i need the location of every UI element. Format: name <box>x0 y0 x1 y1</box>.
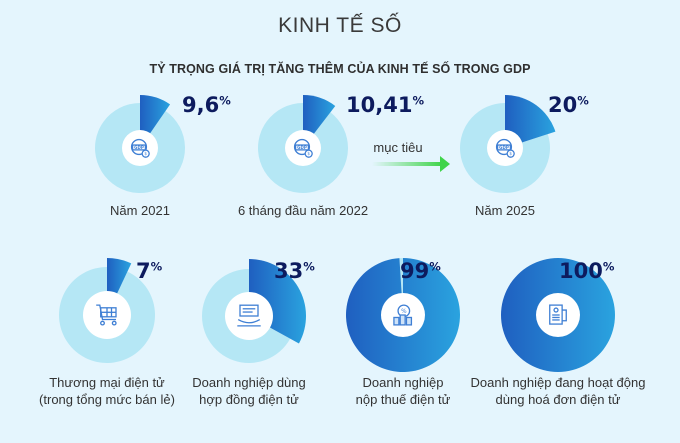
dollar-sign: $ <box>509 151 512 156</box>
caption: Năm 2021 <box>110 203 170 218</box>
gdp-globe-icon: GDP$ <box>130 138 150 158</box>
percent-unit: % <box>577 94 589 108</box>
value-label: 100% <box>559 259 615 283</box>
dollar-coin <box>141 149 150 158</box>
donut-chart: 33% Doanh nghiệp dùng hợp đồng điện tử <box>192 259 315 407</box>
page-subtitle: TỶ TRỌNG GIÁ TRỊ TĂNG THÊM CỦA KINH TẾ S… <box>149 62 531 76</box>
percent-unit: % <box>429 260 441 274</box>
caption: Năm 2025 <box>475 203 535 218</box>
caption-line: Thương mại điện tử <box>49 375 165 390</box>
donut-chart: GDP$20%Năm 2025 <box>459 93 589 218</box>
globe-outline <box>495 138 513 156</box>
cart-wheel <box>100 320 105 326</box>
gdp-globe-icon: GDP$ <box>293 138 313 158</box>
page-title: KINH TẾ SỐ <box>278 14 402 37</box>
dollar-coin <box>506 149 515 158</box>
caption-line: hợp đồng điện tử <box>199 392 299 407</box>
arrow-label: mục tiêu <box>373 140 422 155</box>
target-arrow: mục tiêu <box>372 140 450 172</box>
gdp-label-box <box>294 144 310 151</box>
value-label: 7% <box>136 259 163 283</box>
invoice-icon <box>549 304 567 325</box>
gdp-label-box <box>496 144 512 151</box>
gdp-label-box <box>131 144 147 151</box>
caption-line: nộp thuế điện tử <box>356 392 451 407</box>
donut-chart: GDP$10,41%6 tháng đầu năm 2022 <box>238 93 424 218</box>
donut-value-slice <box>505 95 556 148</box>
coin-stack <box>393 316 400 326</box>
caption: 6 tháng đầu năm 2022 <box>238 203 368 218</box>
dollar-sign: $ <box>307 151 310 156</box>
dollar-sign: $ <box>144 151 147 156</box>
percent-unit: % <box>151 260 163 274</box>
globe-outline <box>293 138 311 156</box>
donut-chart: 7% Thương mại điện tử (trong tổng mức bán … <box>39 258 175 407</box>
percent-sign: % <box>401 309 407 315</box>
invoice-avatar <box>553 307 559 313</box>
percent-unit: % <box>603 260 615 274</box>
coin-stack <box>399 314 406 326</box>
caption-line: (trong tổng mức bán lẻ) <box>39 392 175 407</box>
donut-chart: GDP$9,6%Năm 2021 <box>95 93 231 218</box>
contract-handshake-icon <box>237 304 261 327</box>
value-label: 10,41% <box>346 93 424 117</box>
globe-outline <box>130 138 148 156</box>
dollar-coin <box>304 149 313 158</box>
caption-line: dùng hoá đơn điện tử <box>496 392 621 407</box>
percent-unit: % <box>303 260 315 274</box>
contract-paper <box>239 304 259 317</box>
gdp-text: GDP <box>499 145 509 150</box>
shopping-cart-icon <box>96 304 117 326</box>
percent-unit: % <box>219 94 231 108</box>
donut-chart: 100% Doanh nghiệp đang hoạt động dùng hoá … <box>471 258 646 407</box>
cart-wheel <box>111 320 117 326</box>
percent-unit: % <box>412 94 424 108</box>
invoice-holder <box>562 309 567 322</box>
arrow-head-icon <box>440 156 450 172</box>
gdp-globe-icon: GDP$ <box>495 138 515 158</box>
caption-line: Doanh nghiệp <box>363 375 444 390</box>
gdp-text: GDP <box>134 145 144 150</box>
caption-line: Doanh nghiệp đang hoạt động <box>471 375 646 390</box>
arrow-shaft <box>372 162 442 166</box>
value-label: 33% <box>274 259 315 283</box>
value-label: 9,6% <box>182 93 231 117</box>
gdp-text: GDP <box>297 145 307 150</box>
invoice-paper <box>549 304 563 325</box>
tax-coins-icon: % <box>393 304 413 326</box>
caption-line: Doanh nghiệp dùng <box>192 375 306 390</box>
coin-stack <box>405 316 413 326</box>
value-label: 20% <box>548 93 589 117</box>
handshake <box>237 319 261 324</box>
